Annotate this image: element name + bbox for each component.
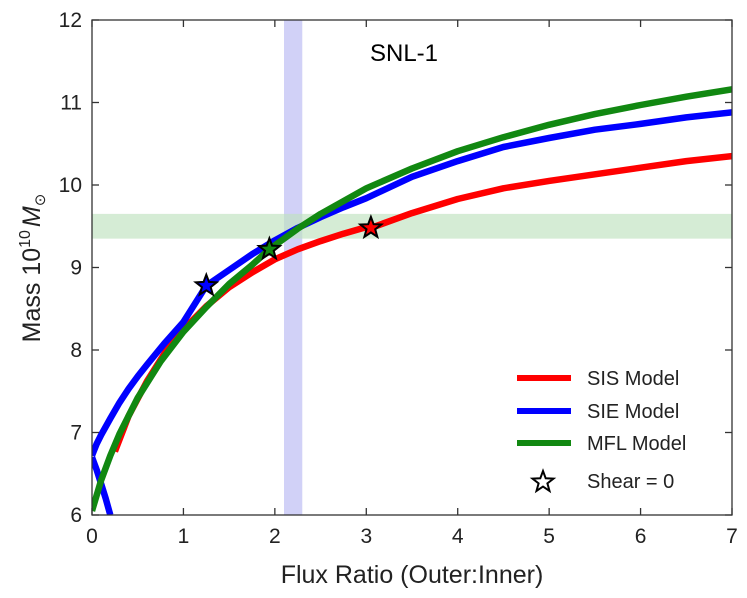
shear-zero-star-1 <box>193 271 220 297</box>
y-tick-label: 8 <box>70 339 82 362</box>
y-axis-title-symbol: M <box>18 206 46 227</box>
x-axis-title: Flux Ratio (Outer:Inner) <box>281 561 544 589</box>
y-tick-label: 10 <box>59 174 82 197</box>
shear-zero-star-2 <box>256 235 283 261</box>
y-axis-title-prefix: Mass <box>18 276 46 343</box>
panel-title: SNL-1 <box>370 40 438 67</box>
shear-zero-star-3 <box>357 214 385 240</box>
plot-background <box>92 20 732 515</box>
y-tick-label: 12 <box>59 9 82 32</box>
x-tick-label: 2 <box>269 525 281 548</box>
x-tick-label: 3 <box>360 525 372 548</box>
x-tick-label: 1 <box>178 525 190 548</box>
legend-label-mfl: MFL Model <box>587 433 686 455</box>
y-tick-label: 11 <box>60 92 82 115</box>
legend: SIS Model SIE Model MFL Model Shear = 0 <box>517 368 686 494</box>
mass-band <box>92 213 732 239</box>
x-tick-label: 5 <box>543 525 555 548</box>
y-axis-title-exponent: 10 <box>17 230 34 248</box>
y-tick-label: 6 <box>70 504 82 527</box>
marker-layer <box>193 214 385 297</box>
x-tick-label: 6 <box>635 525 647 548</box>
x-tick-label: 4 <box>452 525 464 548</box>
y-tick-label: 7 <box>70 422 82 445</box>
flux-ratio-band <box>284 20 303 515</box>
legend-label-sis: SIS Model <box>587 368 679 390</box>
x-tick-label: 0 <box>86 525 98 548</box>
y-axis-ticks: 6 7 8 9 10 11 12 <box>59 9 732 527</box>
y-axis-title-base: 10 <box>18 248 46 276</box>
x-tick-label: 7 <box>726 525 738 548</box>
y-axis-title-subscript: ⊙ <box>32 194 49 207</box>
legend-label-shear: Shear = 0 <box>587 471 674 493</box>
y-tick-label: 9 <box>70 257 82 280</box>
legend-label-sie: SIE Model <box>587 401 679 423</box>
x-axis-ticks: 0 1 2 3 4 5 6 7 <box>86 20 738 548</box>
y-axis-title: Mass 1010 M⊙ <box>17 194 49 343</box>
series-line-mfl-model <box>92 86 732 512</box>
legend-star-icon <box>529 468 557 494</box>
